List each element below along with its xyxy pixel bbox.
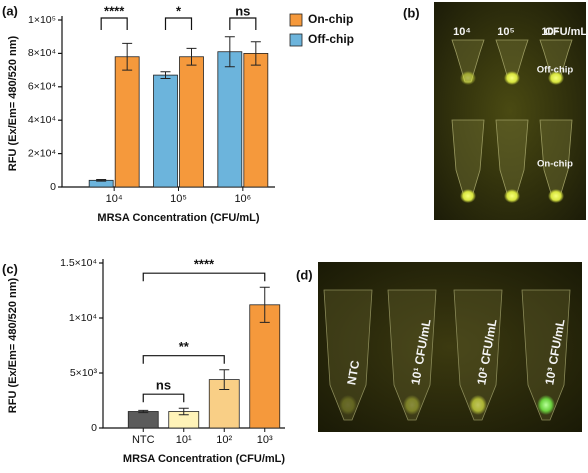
significance-bracket <box>100 17 128 30</box>
tube <box>387 289 437 421</box>
tube-glow <box>504 189 520 203</box>
x-tick-label: 10⁴ <box>106 193 123 205</box>
panel-label: (b) <box>403 5 420 20</box>
significance-label: **** <box>104 3 125 18</box>
tube-glow <box>548 71 564 85</box>
photo-text: 10⁶ <box>541 26 558 38</box>
tube-glow <box>460 189 476 203</box>
significance-label: ** <box>179 339 190 354</box>
tube-glow <box>403 395 421 415</box>
tube-glow <box>339 395 357 415</box>
error-bar <box>219 369 230 390</box>
significance-bracket <box>229 17 257 30</box>
error-bar <box>160 71 171 79</box>
error-bar <box>224 36 235 68</box>
y-tick-label: 2×10⁴ <box>28 147 56 159</box>
bar <box>249 304 281 429</box>
tube-glow <box>548 189 564 203</box>
x-tick-label: 10⁵ <box>170 193 187 205</box>
y-tick-label: 8×10⁴ <box>28 47 56 59</box>
error-bar <box>178 407 189 416</box>
photo-text: Off-chip <box>537 65 574 76</box>
legend-swatch <box>289 13 303 27</box>
x-tick-label: 10³ <box>257 434 273 446</box>
tube <box>521 289 571 421</box>
error-bar <box>122 42 133 71</box>
error-bar <box>138 409 149 414</box>
significance-bracket <box>142 393 185 403</box>
bar <box>179 56 204 188</box>
x-axis-label: MRSA Concentration (CFU/mL) <box>97 212 259 224</box>
significance-bracket <box>142 355 225 364</box>
panel-label: (a) <box>2 3 18 18</box>
legend-swatch <box>289 33 303 47</box>
bar <box>243 53 269 188</box>
significance-label: ns <box>156 378 171 393</box>
panel-label: (c) <box>2 261 18 276</box>
photo-text: On-chip <box>537 159 573 170</box>
significance-label: **** <box>194 257 215 272</box>
error-bar <box>259 286 270 323</box>
error-bar <box>186 47 197 66</box>
x-tick-label: 10¹ <box>176 434 192 446</box>
tube-glow <box>537 395 555 415</box>
panel-label: (d) <box>296 267 313 282</box>
y-tick-label: 1.5×10⁴ <box>60 257 97 269</box>
significance-bracket <box>164 17 193 30</box>
bar <box>153 74 178 188</box>
photo-text: 10⁵ <box>497 26 514 38</box>
tube-glow <box>469 395 487 415</box>
tube <box>323 289 373 421</box>
y-tick-label: 4×10⁴ <box>28 114 56 126</box>
y-tick-label: 5×10³ <box>70 367 98 379</box>
significance-label: ns <box>235 3 250 18</box>
photo-text: CFU/mL <box>545 26 587 38</box>
photo-text: NTC <box>344 359 362 386</box>
y-axis-label: RFU (Ex/Em= 480/520 nm) <box>7 277 19 413</box>
bar <box>217 51 243 188</box>
x-tick-label: 10⁶ <box>234 193 251 205</box>
x-tick-label: NTC <box>132 434 155 446</box>
y-tick-label: 0 <box>50 181 56 193</box>
tube-glow <box>460 71 476 85</box>
y-tick-label: 1×10⁵ <box>28 14 56 26</box>
y-tick-label: 1×10⁴ <box>69 312 97 324</box>
y-tick-label: 0 <box>91 422 97 434</box>
error-bar <box>96 178 107 182</box>
y-tick-label: 6×10⁴ <box>28 81 56 93</box>
bar <box>127 411 159 429</box>
y-axis-label: RFU (Ex/Em= 480/520 nm) <box>7 35 19 171</box>
legend-label: On-chip <box>308 12 353 26</box>
error-bar <box>250 41 261 66</box>
tube <box>453 289 503 421</box>
x-tick-label: 10² <box>216 434 232 446</box>
legend-label: Off-chip <box>308 32 354 46</box>
significance-label: * <box>176 3 182 18</box>
tube-glow <box>504 71 520 85</box>
photo-text: 10⁴ <box>453 26 471 38</box>
bar <box>114 56 140 188</box>
x-axis-label: MRSA Concentration (CFU/mL) <box>123 453 285 465</box>
significance-bracket <box>142 272 266 282</box>
